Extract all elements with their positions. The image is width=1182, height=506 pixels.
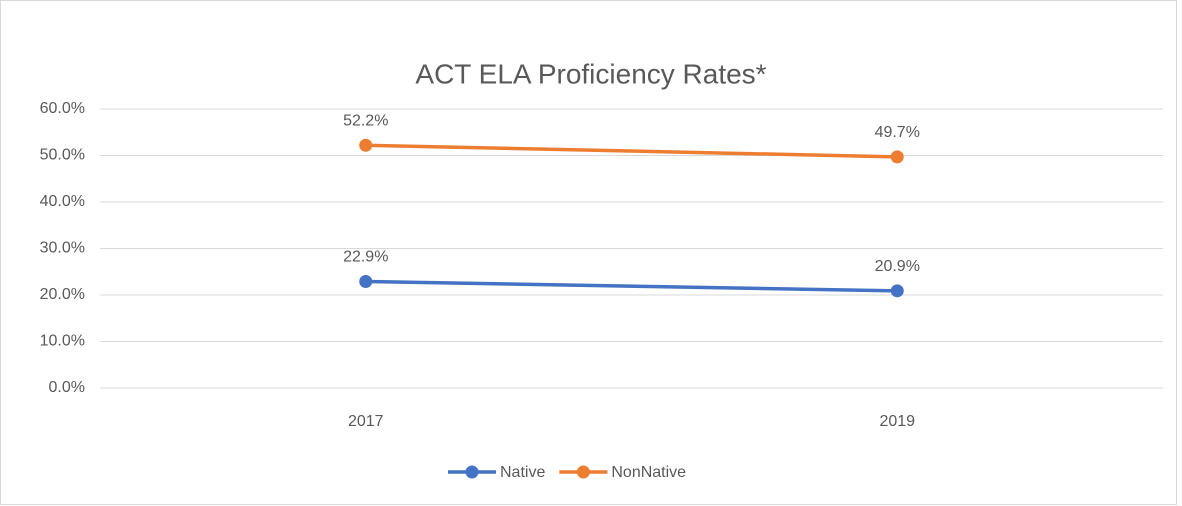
data-label: 22.9% [343, 249, 388, 266]
x-tick-label: 2019 [879, 413, 915, 430]
legend-marker [465, 465, 479, 479]
legend-label: Native [500, 464, 545, 481]
y-tick-label: 30.0% [40, 240, 85, 257]
y-tick-label: 40.0% [40, 193, 85, 210]
data-label: 52.2% [343, 112, 388, 129]
data-point [359, 275, 373, 289]
y-tick-label: 10.0% [40, 333, 85, 350]
legend-label: NonNative [611, 464, 686, 481]
y-tick-label: 0.0% [49, 379, 85, 396]
data-point [890, 150, 904, 164]
legend-marker [576, 465, 590, 479]
series-line [365, 279, 898, 293]
data-label: 49.7% [875, 124, 920, 141]
data-point [890, 284, 904, 298]
y-tick-label: 50.0% [40, 147, 85, 164]
series-line [365, 143, 898, 159]
x-tick-label: 2017 [348, 413, 384, 430]
data-point [359, 138, 373, 152]
y-tick-label: 20.0% [40, 286, 85, 303]
y-tick-label: 60.0% [40, 100, 85, 117]
data-label: 20.9% [875, 258, 920, 275]
chart-title: ACT ELA Proficiency Rates* [415, 58, 766, 89]
